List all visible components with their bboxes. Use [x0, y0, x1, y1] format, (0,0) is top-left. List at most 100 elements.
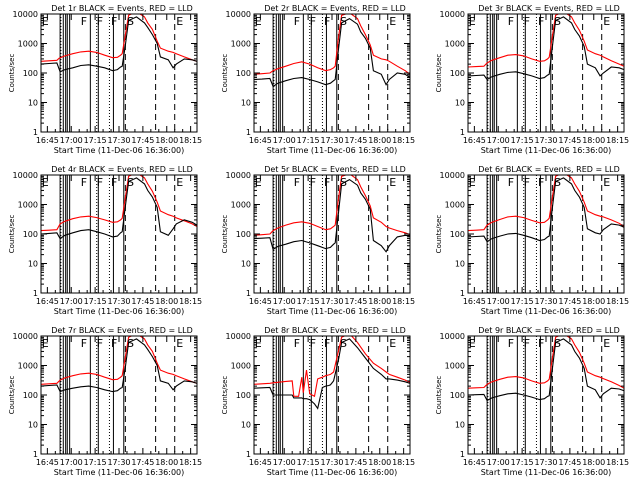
y-tick-label: 10 — [241, 421, 251, 430]
state-letter: F — [324, 176, 330, 189]
x-tick-label: 17:15 — [297, 136, 320, 145]
x-tick-label: 16:45 — [463, 458, 486, 467]
panel-title: Det 6r BLACK = Events, RED = LLD — [478, 165, 620, 174]
panel-title: Det 5r BLACK = Events, RED = LLD — [264, 165, 406, 174]
x-tick-label: 17:30 — [534, 458, 557, 467]
lld-series-line — [468, 336, 624, 389]
lld-series-line — [41, 14, 197, 62]
state-letter: E — [176, 15, 183, 28]
state-letter: E — [469, 337, 476, 350]
y-tick-label: 1 — [33, 289, 38, 298]
x-tick-label: 17:30 — [534, 136, 557, 145]
y-tick-label: 1 — [460, 289, 465, 298]
state-letter: F — [508, 176, 514, 189]
state-letter: E — [176, 337, 183, 350]
state-letter: S — [554, 15, 561, 28]
y-tick-label: 1000 — [231, 201, 251, 210]
x-tick-label: 17:45 — [558, 458, 581, 467]
state-letter: S — [554, 176, 561, 189]
y-tick-label: 10000 — [440, 171, 465, 180]
y-tick-label: 1 — [246, 289, 251, 298]
x-tick-label: 16:45 — [463, 136, 486, 145]
state-letter: F — [81, 176, 87, 189]
y-tick-label: 10000 — [13, 10, 38, 19]
x-tick-label: 17:00 — [487, 136, 510, 145]
y-tick-label: 1000 — [445, 362, 465, 371]
state-letter: F — [310, 176, 316, 189]
state-letter: F — [111, 15, 117, 28]
x-tick-label: 18:00 — [368, 458, 391, 467]
state-letter: F — [111, 176, 117, 189]
lld-series-line — [468, 14, 624, 68]
y-tick-label: 1 — [33, 450, 38, 459]
state-letter: S — [127, 176, 134, 189]
x-axis-label: Start Time (11-Dec-06 16:36:00) — [267, 146, 398, 155]
y-tick-label: 1000 — [231, 40, 251, 49]
state-letter: E — [603, 337, 610, 350]
x-axis-label: Start Time (11-Dec-06 16:36:00) — [267, 307, 398, 316]
x-tick-label: 17:30 — [320, 458, 343, 467]
state-letter: S — [340, 15, 347, 28]
state-letter: E — [389, 176, 396, 189]
x-tick-label: 17:45 — [131, 297, 154, 306]
y-tick-label: 10 — [28, 99, 38, 108]
y-tick-label: 1 — [246, 450, 251, 459]
x-tick-label: 17:00 — [60, 136, 83, 145]
state-letter: E — [176, 176, 183, 189]
y-tick-label: 1000 — [231, 362, 251, 371]
state-letter: F — [524, 337, 530, 350]
x-tick-label: 18:15 — [392, 136, 415, 145]
x-tick-label: 18:00 — [582, 136, 605, 145]
x-tick-label: 18:15 — [179, 136, 202, 145]
state-letter: F — [81, 337, 87, 350]
state-letter: S — [340, 337, 347, 350]
state-letter: E — [255, 15, 262, 28]
y-tick-label: 1000 — [445, 40, 465, 49]
x-tick-label: 17:15 — [297, 458, 320, 467]
state-letter: F — [310, 337, 316, 350]
panel-title: Det 7r BLACK = Events, RED = LLD — [51, 326, 193, 335]
state-letter: F — [294, 337, 300, 350]
state-letter: E — [42, 15, 49, 28]
x-tick-label: 17:15 — [84, 458, 107, 467]
y-tick-label: 10 — [455, 260, 465, 269]
state-letter: E — [255, 176, 262, 189]
y-tick-label: 100 — [450, 230, 465, 239]
x-tick-label: 18:15 — [179, 297, 202, 306]
state-letter: F — [310, 15, 316, 28]
x-tick-label: 16:45 — [249, 136, 272, 145]
panel-title: Det 9r BLACK = Events, RED = LLD — [478, 326, 620, 335]
y-tick-label: 100 — [23, 230, 38, 239]
x-tick-label: 16:45 — [249, 458, 272, 467]
y-tick-label: 100 — [450, 69, 465, 78]
x-tick-label: 17:30 — [107, 297, 130, 306]
panel-title: Det 8r BLACK = Events, RED = LLD — [264, 326, 406, 335]
x-tick-label: 17:15 — [84, 297, 107, 306]
x-tick-label: 18:00 — [155, 297, 178, 306]
y-tick-label: 10000 — [13, 332, 38, 341]
events-series-line — [254, 178, 410, 253]
panel-title: Det 2r BLACK = Events, RED = LLD — [264, 4, 406, 13]
y-tick-label: 100 — [236, 391, 251, 400]
x-tick-label: 17:00 — [487, 458, 510, 467]
lld-series-line — [41, 175, 197, 232]
y-tick-label: 1000 — [18, 201, 38, 210]
x-tick-label: 17:00 — [60, 297, 83, 306]
x-tick-label: 17:15 — [511, 458, 534, 467]
state-letter: F — [524, 176, 530, 189]
x-tick-label: 17:45 — [558, 297, 581, 306]
x-tick-label: 17:00 — [273, 297, 296, 306]
x-tick-label: 18:00 — [155, 136, 178, 145]
state-letter: F — [508, 337, 514, 350]
x-tick-label: 18:15 — [392, 297, 415, 306]
y-tick-label: 1000 — [18, 40, 38, 49]
y-tick-label: 100 — [23, 69, 38, 78]
plot-frame — [253, 13, 411, 133]
events-series-line — [468, 177, 624, 243]
y-axis-label: Counts/sec — [435, 54, 443, 93]
y-tick-label: 1 — [33, 128, 38, 137]
